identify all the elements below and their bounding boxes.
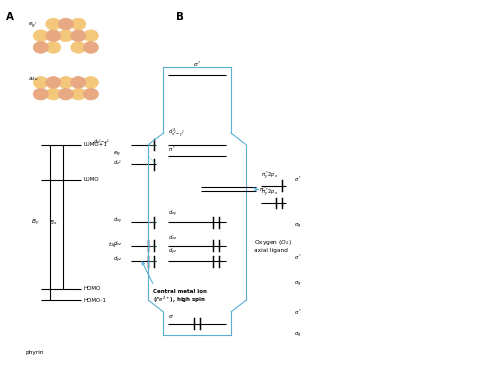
Text: $\sigma^*$: $\sigma^*$ [293, 307, 301, 316]
Circle shape [58, 18, 73, 30]
Text: B: B [176, 12, 184, 22]
Circle shape [71, 42, 86, 53]
Text: Central metal ion
($Fe^{2+}$), high spin: Central metal ion ($Fe^{2+}$), high spin [154, 289, 207, 305]
Text: $\pi^*$: $\pi^*$ [168, 145, 176, 154]
Text: $\sigma^*$: $\sigma^*$ [193, 59, 201, 69]
Text: $\sigma_g$: $\sigma_g$ [293, 331, 301, 340]
Circle shape [33, 76, 48, 88]
Text: $d_{xy}$: $d_{xy}$ [168, 209, 178, 219]
Circle shape [33, 88, 48, 100]
Circle shape [46, 42, 61, 53]
Text: $B_x$: $B_x$ [49, 218, 58, 227]
Text: $\sigma_g$: $\sigma_g$ [293, 222, 301, 231]
Circle shape [71, 30, 86, 42]
Circle shape [58, 76, 73, 88]
Circle shape [83, 42, 98, 53]
Circle shape [46, 30, 61, 42]
Circle shape [46, 76, 61, 88]
Circle shape [33, 30, 48, 42]
Circle shape [46, 88, 61, 100]
Text: $d_{x^2-y^2}^{\ 2}$: $d_{x^2-y^2}^{\ 2}$ [168, 126, 186, 139]
Circle shape [83, 76, 98, 88]
Text: HOMO: HOMO [83, 286, 101, 291]
Text: $d_{yz}$: $d_{yz}$ [168, 247, 178, 257]
Circle shape [71, 18, 86, 30]
Text: $\sigma^*$: $\sigma^*$ [293, 175, 301, 184]
Circle shape [71, 88, 86, 100]
Circle shape [83, 88, 98, 100]
Text: $a_{2u}$: $a_{2u}$ [28, 75, 39, 82]
Text: $d_{xz}$: $d_{xz}$ [168, 233, 178, 242]
Text: $\pi^*$: $\pi^*$ [259, 185, 267, 194]
Circle shape [58, 30, 73, 42]
Text: $\sigma$: $\sigma$ [168, 313, 174, 320]
Circle shape [71, 76, 86, 88]
Text: phyrin: phyrin [26, 350, 44, 355]
Text: $e_g$: $e_g$ [114, 150, 122, 159]
Text: $d_{x^2-y^2}$: $d_{x^2-y^2}$ [93, 138, 111, 148]
Text: HOMO-1: HOMO-1 [83, 298, 106, 303]
Circle shape [33, 42, 48, 53]
Text: $d_{xz}$: $d_{xz}$ [114, 239, 123, 248]
Text: $e_{g^*}$: $e_{g^*}$ [28, 20, 39, 30]
Text: $d_{z^2}$: $d_{z^2}$ [114, 158, 122, 167]
Text: Oxygen ($O_2$)
axial ligand: Oxygen ($O_2$) axial ligand [253, 239, 291, 253]
Circle shape [46, 18, 61, 30]
Text: $d_{yz}$: $d_{yz}$ [114, 254, 123, 265]
Circle shape [58, 88, 73, 100]
Text: A: A [6, 12, 14, 22]
Circle shape [83, 30, 98, 42]
Text: $B_y$: $B_y$ [31, 217, 39, 227]
Text: $t_{2g}$: $t_{2g}$ [108, 241, 118, 251]
Text: $\sigma^*$: $\sigma^*$ [293, 253, 301, 262]
Text: $d_{xy}$: $d_{xy}$ [114, 216, 123, 226]
Text: $\pi^*_y 2p_x$: $\pi^*_y 2p_x$ [261, 170, 279, 182]
Text: $\pi^*_y 2p_x$: $\pi^*_y 2p_x$ [261, 187, 279, 199]
Text: $\sigma_g$: $\sigma_g$ [293, 280, 301, 289]
Text: LUMO: LUMO [83, 177, 99, 182]
Text: LUMO+1: LUMO+1 [83, 142, 107, 147]
